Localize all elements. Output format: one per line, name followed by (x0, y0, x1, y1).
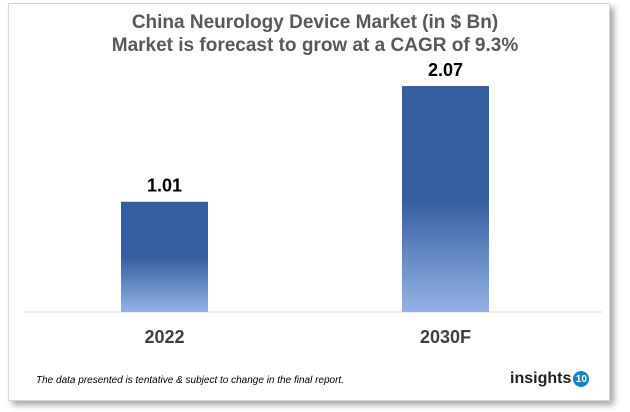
x-tick-label: 2030F (420, 327, 471, 347)
chart-title-block: China Neurology Device Market (in $ Bn) … (0, 11, 630, 57)
chart-card (8, 3, 610, 401)
bar-2030F (402, 86, 489, 313)
data-label: 2.07 (428, 60, 463, 80)
logo-word: insights (510, 370, 572, 387)
chart-subtitle: Market is forecast to grow at a CAGR of … (111, 35, 519, 56)
bar-2022 (121, 201, 208, 312)
x-tick-label: 2022 (144, 327, 184, 347)
footnote: The data presented is tentative & subjec… (36, 375, 344, 386)
chart-title: China Neurology Device Market (in $ Bn) (131, 12, 499, 33)
insights10-logo: insights 10 (510, 370, 590, 388)
data-label: 1.01 (147, 176, 182, 196)
logo-badge: 10 (573, 371, 590, 387)
